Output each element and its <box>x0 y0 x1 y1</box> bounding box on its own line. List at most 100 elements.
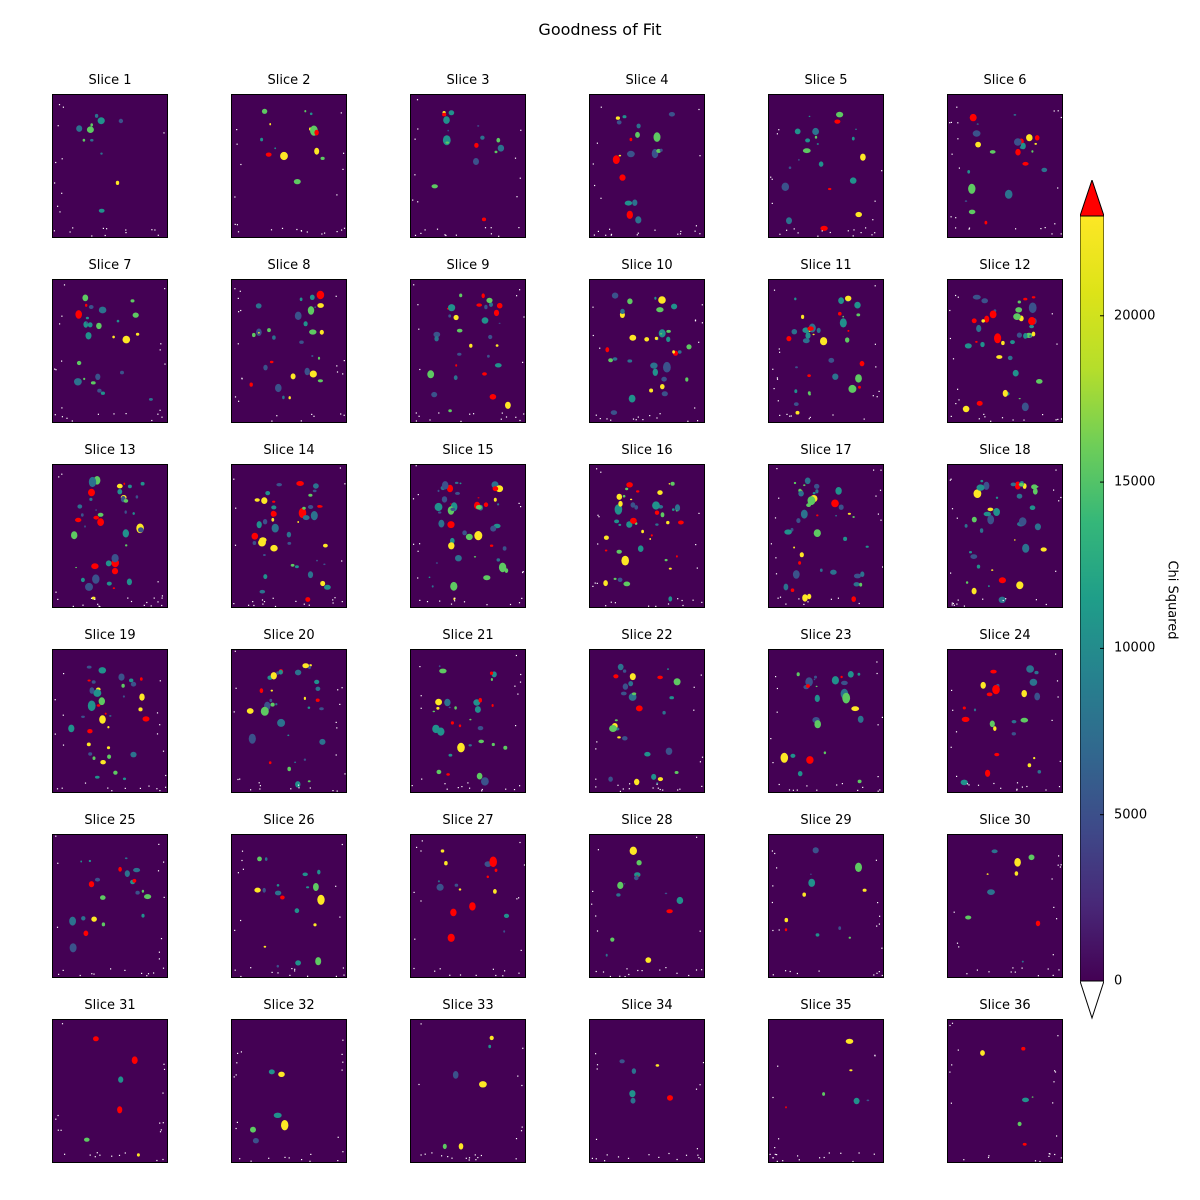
heatmap-spot <box>314 679 320 685</box>
slice-heatmap <box>52 464 168 608</box>
heatmap-under-pixel <box>291 968 293 970</box>
heatmap-spot <box>263 364 268 371</box>
heatmap-spot <box>263 945 267 948</box>
heatmap-under-pixel <box>335 975 337 977</box>
heatmap-spot <box>845 295 852 302</box>
heatmap-spot <box>964 200 968 202</box>
heatmap-spot <box>983 511 991 517</box>
heatmap-spot <box>477 726 484 731</box>
heatmap-under-pixel <box>772 1157 774 1159</box>
heatmap-under-pixel <box>594 582 596 584</box>
heatmap-spot <box>1034 692 1041 701</box>
heatmap-under-pixel <box>236 143 238 145</box>
heatmap-spot <box>270 510 277 517</box>
heatmap-under-pixel <box>505 416 508 418</box>
heatmap-under-pixel <box>241 378 243 380</box>
heatmap-spot <box>636 123 641 129</box>
heatmap-under-pixel <box>778 929 780 931</box>
heatmap-under-pixel <box>950 478 952 480</box>
heatmap-spot <box>609 725 617 732</box>
heatmap-under-pixel <box>429 419 431 421</box>
heatmap-under-pixel <box>779 596 782 598</box>
heatmap-under-pixel <box>72 227 74 229</box>
heatmap-under-pixel <box>829 231 831 234</box>
heatmap-spot <box>612 155 620 164</box>
heatmap-spot <box>622 683 629 690</box>
heatmap-under-pixel <box>771 202 773 204</box>
heatmap-under-pixel <box>605 605 607 607</box>
heatmap-spot <box>437 489 440 493</box>
heatmap-under-pixel <box>63 673 65 675</box>
heatmap-under-pixel <box>957 599 959 601</box>
heatmap-under-pixel <box>1052 974 1054 976</box>
heatmap-under-pixel <box>57 125 59 127</box>
heatmap-under-pixel <box>863 418 865 420</box>
heatmap-spot <box>125 544 128 547</box>
heatmap-under-pixel <box>776 687 778 690</box>
heatmap-spot <box>617 577 623 582</box>
slice-heatmap-svg <box>592 292 703 422</box>
heatmap-under-pixel <box>61 416 63 418</box>
heatmap-under-pixel <box>420 695 422 697</box>
heatmap-under-pixel <box>239 290 241 292</box>
heatmap-spot <box>798 561 802 565</box>
heatmap-under-pixel <box>233 603 235 605</box>
heatmap-spot <box>459 482 462 485</box>
heatmap-under-pixel <box>522 361 524 363</box>
heatmap-spot <box>1026 665 1034 673</box>
heatmap-spot <box>458 724 462 728</box>
heatmap-spot <box>617 881 624 889</box>
heatmap-spot <box>473 699 481 706</box>
heatmap-spot <box>474 706 481 713</box>
heatmap-under-pixel <box>816 789 818 791</box>
heatmap-under-pixel <box>949 479 951 481</box>
heatmap-under-pixel <box>777 1065 779 1067</box>
heatmap-spot <box>800 509 808 519</box>
heatmap-spot <box>69 943 77 953</box>
heatmap-under-pixel <box>162 750 165 752</box>
heatmap-spot <box>455 364 458 367</box>
heatmap-spot <box>431 391 438 398</box>
heatmap-spot <box>476 772 483 780</box>
heatmap-under-pixel <box>966 973 968 975</box>
heatmap-under-pixel <box>336 790 338 792</box>
heatmap-spot <box>95 509 97 511</box>
heatmap-under-pixel <box>158 951 160 953</box>
slice-panel: Slice 8 <box>231 258 347 423</box>
heatmap-under-pixel <box>701 969 703 971</box>
heatmap-under-pixel <box>165 774 167 777</box>
heatmap-under-pixel <box>420 707 422 709</box>
heatmap-spot <box>668 483 671 485</box>
heatmap-spot <box>256 521 262 529</box>
heatmap-under-pixel <box>309 1160 311 1162</box>
heatmap-spot <box>608 776 613 782</box>
heatmap-under-pixel <box>1057 187 1059 189</box>
heatmap-under-pixel <box>413 543 415 545</box>
heatmap-under-pixel <box>699 155 701 157</box>
heatmap-under-pixel <box>1059 866 1061 868</box>
heatmap-spot <box>673 678 681 686</box>
heatmap-under-pixel <box>237 778 239 781</box>
heatmap-under-pixel <box>772 762 774 764</box>
heatmap-spot <box>82 294 89 302</box>
heatmap-under-pixel <box>324 232 326 234</box>
heatmap-under-pixel <box>595 970 597 973</box>
heatmap-spot <box>275 383 282 393</box>
heatmap-under-pixel <box>1057 1035 1059 1037</box>
heatmap-spot <box>144 894 152 900</box>
heatmap-spot <box>808 878 816 887</box>
heatmap-under-pixel <box>1048 1155 1050 1157</box>
heatmap-spot <box>476 303 482 307</box>
heatmap-under-pixel <box>271 971 273 973</box>
heatmap-spot <box>75 517 82 523</box>
slice-heatmap <box>947 649 1063 793</box>
colorbar-under-triangle <box>1080 980 1104 1020</box>
heatmap-under-pixel <box>1010 971 1012 973</box>
heatmap-under-pixel <box>774 852 776 855</box>
heatmap-under-pixel <box>875 366 877 368</box>
heatmap-spot <box>993 508 1000 516</box>
heatmap-spot <box>961 716 970 722</box>
heatmap-under-pixel <box>953 604 955 606</box>
heatmap-under-pixel <box>1054 223 1056 225</box>
slice-panel: Slice 15 <box>410 443 526 608</box>
